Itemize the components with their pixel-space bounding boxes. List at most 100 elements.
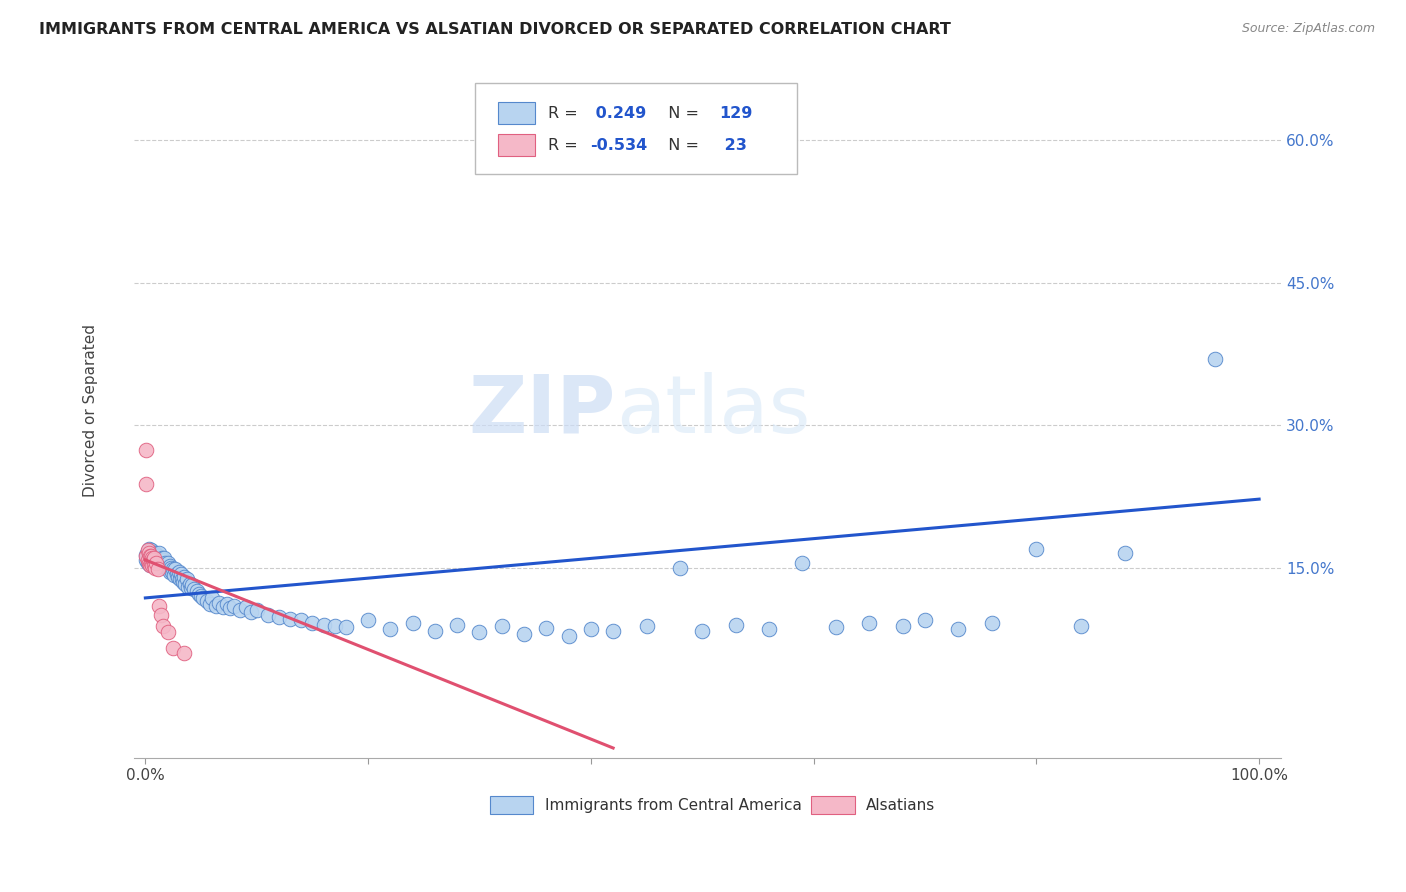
Point bbox=[148, 551, 170, 566]
Point bbox=[138, 546, 160, 560]
Point bbox=[219, 601, 242, 615]
Text: R =: R = bbox=[548, 106, 583, 120]
Point bbox=[335, 620, 357, 634]
Point bbox=[176, 572, 198, 586]
Point bbox=[193, 591, 215, 605]
Point bbox=[139, 556, 162, 570]
Point bbox=[148, 556, 170, 570]
Point bbox=[186, 584, 208, 599]
Point bbox=[142, 555, 165, 569]
Point bbox=[138, 541, 160, 556]
Point bbox=[323, 619, 346, 633]
Text: atlas: atlas bbox=[616, 372, 810, 450]
Point bbox=[141, 546, 163, 560]
Text: 23: 23 bbox=[720, 137, 747, 153]
Point bbox=[156, 556, 179, 570]
Point bbox=[138, 555, 160, 569]
FancyBboxPatch shape bbox=[498, 103, 534, 124]
Point bbox=[536, 621, 558, 635]
Point bbox=[146, 562, 169, 576]
Point bbox=[135, 477, 157, 491]
FancyBboxPatch shape bbox=[475, 83, 797, 174]
Point bbox=[183, 582, 205, 597]
Point bbox=[267, 610, 290, 624]
Point bbox=[513, 627, 536, 641]
Point bbox=[160, 566, 183, 580]
Point bbox=[669, 560, 692, 574]
Point bbox=[149, 607, 172, 622]
Point bbox=[357, 613, 380, 627]
Text: 0.249: 0.249 bbox=[589, 106, 645, 120]
Point bbox=[146, 549, 169, 563]
Point bbox=[980, 615, 1002, 630]
Point bbox=[143, 558, 166, 572]
Point bbox=[380, 622, 402, 636]
Point bbox=[152, 619, 174, 633]
Point bbox=[491, 619, 513, 633]
Point bbox=[401, 615, 423, 630]
Point bbox=[235, 600, 257, 615]
Point bbox=[180, 582, 202, 596]
Point bbox=[155, 558, 177, 573]
Point bbox=[312, 617, 335, 632]
Point bbox=[891, 619, 914, 633]
Point bbox=[139, 549, 162, 563]
Point bbox=[143, 551, 166, 566]
Point bbox=[155, 560, 177, 574]
Point bbox=[579, 622, 602, 636]
Point bbox=[139, 551, 162, 566]
Point bbox=[149, 556, 172, 570]
Point bbox=[142, 549, 165, 563]
Point bbox=[163, 568, 186, 582]
Point bbox=[825, 620, 848, 634]
Point bbox=[181, 577, 204, 591]
Point bbox=[148, 599, 170, 613]
Point bbox=[170, 567, 193, 582]
Point bbox=[208, 596, 231, 610]
Point bbox=[162, 641, 184, 656]
Point bbox=[141, 556, 163, 570]
Point bbox=[150, 556, 173, 570]
Point bbox=[138, 551, 160, 566]
Point bbox=[153, 551, 176, 566]
Point bbox=[169, 572, 191, 586]
Point bbox=[135, 553, 157, 567]
Point bbox=[145, 549, 167, 563]
Point bbox=[166, 567, 188, 582]
Point bbox=[166, 570, 188, 584]
Point bbox=[179, 576, 201, 591]
Point bbox=[145, 560, 167, 574]
Point bbox=[136, 556, 159, 570]
FancyBboxPatch shape bbox=[498, 134, 534, 156]
Point bbox=[257, 607, 280, 622]
Point bbox=[792, 556, 814, 570]
Point bbox=[145, 548, 167, 562]
Point bbox=[142, 551, 165, 566]
Point bbox=[290, 613, 312, 627]
Point bbox=[446, 617, 468, 632]
Point bbox=[156, 625, 179, 640]
Point bbox=[150, 551, 173, 566]
Point bbox=[135, 549, 157, 563]
Point bbox=[215, 597, 238, 611]
Point bbox=[948, 622, 970, 636]
Point bbox=[153, 556, 176, 570]
Point bbox=[204, 599, 226, 613]
Point bbox=[155, 556, 177, 570]
FancyBboxPatch shape bbox=[489, 797, 533, 814]
Point bbox=[167, 566, 190, 580]
Point bbox=[143, 558, 166, 573]
Point bbox=[143, 553, 166, 567]
Point bbox=[141, 551, 163, 566]
Point bbox=[139, 558, 162, 572]
Point bbox=[636, 619, 658, 633]
Point bbox=[139, 549, 162, 563]
Point bbox=[135, 548, 157, 562]
Point bbox=[557, 629, 579, 643]
Point bbox=[172, 572, 194, 586]
Point bbox=[148, 546, 170, 560]
Point bbox=[139, 548, 162, 562]
Text: Immigrants from Central America: Immigrants from Central America bbox=[546, 797, 801, 813]
Point bbox=[145, 556, 167, 570]
Point bbox=[1025, 541, 1047, 556]
